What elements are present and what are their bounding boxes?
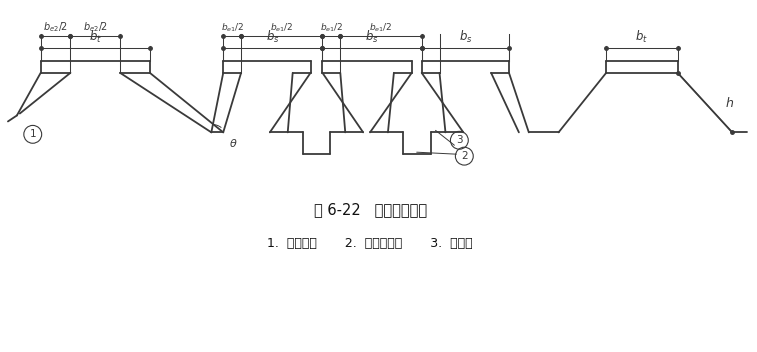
Text: 1.  边加劲肋       2.  中间加劲肋       3.  子板件: 1. 边加劲肋 2. 中间加劲肋 3. 子板件 (267, 237, 473, 250)
Text: $b_{e1}/2$: $b_{e1}/2$ (270, 21, 294, 34)
Text: $b_s$: $b_s$ (366, 29, 378, 45)
Text: 3: 3 (456, 135, 463, 145)
Text: $b_{e1}/2$: $b_{e1}/2$ (319, 21, 343, 34)
Text: 1: 1 (30, 129, 36, 139)
Text: $b_s$: $b_s$ (266, 29, 279, 45)
Text: $b_{e1}/2$: $b_{e1}/2$ (369, 21, 393, 34)
Text: $b_t$: $b_t$ (89, 29, 101, 45)
Text: $b_s$: $b_s$ (459, 29, 472, 45)
Text: $b_{e2}/2$: $b_{e2}/2$ (43, 20, 68, 34)
Text: $b_t$: $b_t$ (635, 29, 649, 45)
Text: $b_{e1}/2$: $b_{e1}/2$ (220, 21, 244, 34)
Text: 图 6-22   压型钢板截面: 图 6-22 压型钢板截面 (313, 202, 427, 217)
Text: $b_{e2}/2$: $b_{e2}/2$ (83, 20, 107, 34)
Text: $h$: $h$ (724, 96, 734, 109)
Text: 2: 2 (461, 151, 468, 161)
Text: $\theta$: $\theta$ (229, 137, 238, 149)
